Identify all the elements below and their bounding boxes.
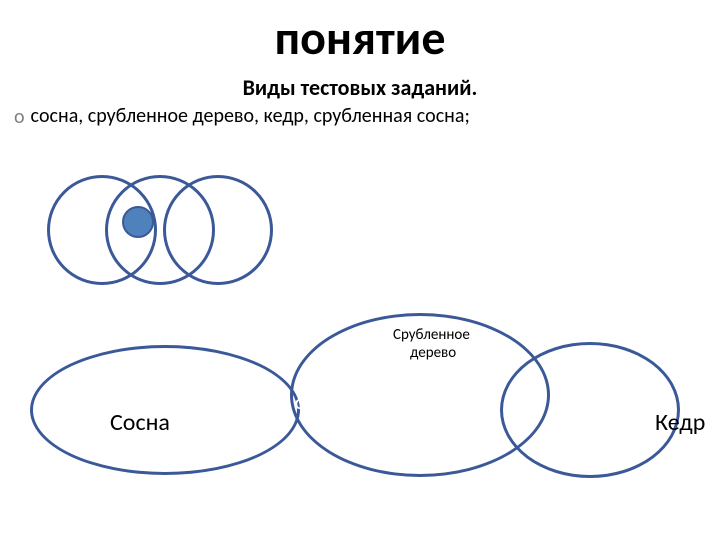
ellipse-kedr	[500, 342, 680, 478]
bullet-text: сосна, срубленное дерево, кедр, срубленн…	[31, 104, 470, 128]
label-kedr: Кедр	[655, 408, 705, 437]
slide-container: понятие Виды тестовых заданий. oсосна, с…	[0, 0, 720, 540]
bullet-item: oсосна, срубленное дерево, кедр, срублен…	[14, 104, 470, 129]
label-srublennaya-sosna-2: сосна	[317, 414, 353, 432]
label-srublennoe-derevo-2: дерево	[410, 344, 456, 362]
venn-circle-3	[163, 175, 273, 285]
bullet-marker: o	[14, 105, 25, 129]
page-title: понятие	[0, 8, 720, 67]
label-srublennoe-derevo-1: Срубленное	[393, 326, 470, 344]
page-subtitle: Виды тестовых заданий.	[0, 74, 720, 101]
label-sosna: Сосна	[110, 408, 170, 437]
label-srublennaya-sosna-1: Срубленная	[295, 396, 372, 414]
venn-inner-dot	[122, 206, 154, 238]
